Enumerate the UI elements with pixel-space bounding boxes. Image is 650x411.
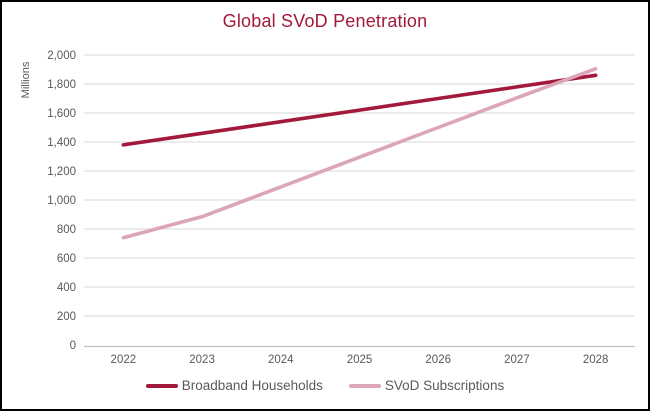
svod-subscriptions-line-swatch-icon bbox=[348, 383, 381, 388]
x-tick-label: 2024 bbox=[268, 354, 294, 366]
x-tick-label: 2028 bbox=[583, 354, 609, 366]
x-tick-label: 2027 bbox=[504, 354, 530, 366]
x-tick-label: 2022 bbox=[111, 354, 137, 366]
y-tick-label: 0 bbox=[70, 340, 76, 352]
y-axis-title: Millions bbox=[20, 61, 32, 98]
y-tick-label: 200 bbox=[57, 311, 76, 323]
legend-label-broadband-households: Broadband Households bbox=[181, 378, 323, 393]
y-tick-label: 1,600 bbox=[47, 108, 76, 120]
y-tick-label: 1,200 bbox=[47, 166, 76, 178]
x-tick-label: 2026 bbox=[425, 354, 451, 366]
broadband-households-line-swatch-icon bbox=[145, 383, 178, 388]
y-tick-label: 2,000 bbox=[47, 50, 76, 62]
y-tick-label: 1,400 bbox=[47, 137, 76, 149]
y-tick-label: 600 bbox=[57, 253, 76, 265]
legend-item-broadband-households: Broadband Households bbox=[145, 378, 323, 393]
series-line-broadband-households bbox=[121, 73, 598, 147]
y-tick-label: 1,000 bbox=[47, 195, 76, 207]
chart-title: Global SVoD Penetration bbox=[222, 11, 428, 31]
series-line-svod-subscriptions bbox=[121, 66, 598, 240]
legend-item-svod-subscriptions: SVoD Subscriptions bbox=[348, 378, 505, 393]
y-tick-label: 1,800 bbox=[47, 79, 76, 91]
y-tick-label: 400 bbox=[57, 282, 76, 294]
legend-label-svod-subscriptions: SVoD Subscriptions bbox=[384, 378, 505, 393]
y-tick-label: 800 bbox=[57, 224, 76, 236]
x-tick-label: 2025 bbox=[347, 354, 373, 366]
x-tick-label: 2023 bbox=[189, 354, 215, 366]
chart-legend: Broadband Households SVoD Subscriptions bbox=[2, 378, 648, 393]
